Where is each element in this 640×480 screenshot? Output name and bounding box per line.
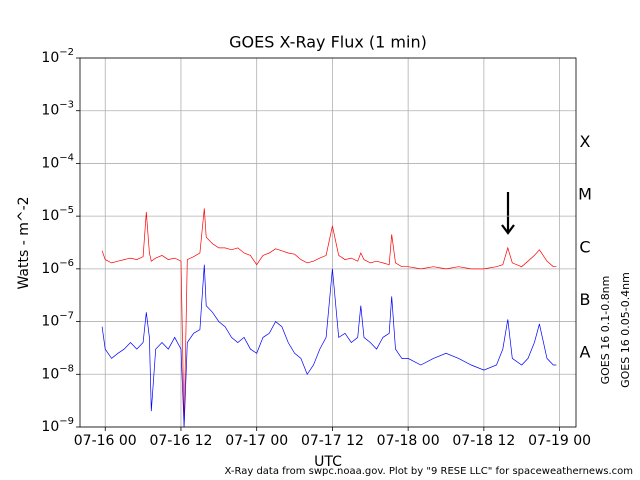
- x-axis-label: UTC: [314, 454, 342, 470]
- legend-label: GOES 16 0.1-0.8nm: [599, 276, 612, 385]
- series-line: [101, 264, 557, 428]
- x-tick-label: 07-16 12: [149, 433, 212, 449]
- y-tick-label: 10−8: [41, 363, 74, 382]
- legend-label: GOES 16 0.05-0.4nm: [619, 272, 632, 388]
- chart-title: GOES X-Ray Flux (1 min): [229, 33, 427, 52]
- y-tick-label: 10−7: [41, 311, 74, 330]
- flare-class-label: A: [580, 343, 591, 362]
- series-line: [101, 208, 557, 428]
- x-tick-label: 07-16 00: [74, 433, 137, 449]
- flare-class-label: C: [579, 237, 590, 256]
- y-tick-label: 10−3: [41, 100, 74, 119]
- plot-frame: [79, 57, 577, 428]
- flare-class-label: X: [580, 132, 591, 151]
- y-tick-label: 10−6: [41, 258, 74, 277]
- footer-credit: X-Ray data from swpc.noaa.gov. Plot by "…: [225, 466, 633, 477]
- y-tick-label: 10−9: [41, 416, 74, 435]
- x-tick-label: 07-18 00: [377, 433, 440, 449]
- y-tick-label: 10−2: [41, 47, 74, 66]
- y-tick-label: 10−5: [41, 205, 74, 224]
- flare-class-label: B: [580, 290, 591, 309]
- flare-class-label: M: [578, 185, 592, 204]
- y-axis-label: Watts - m^-2: [16, 196, 32, 289]
- x-tick-label: 07-18 12: [452, 433, 515, 449]
- arrow-annotation: [501, 192, 515, 235]
- x-tick-label: 07-17 00: [225, 433, 288, 449]
- y-tick-label: 10−4: [41, 152, 74, 171]
- x-tick-label: 07-19 00: [528, 433, 591, 449]
- x-tick-label: 07-17 12: [301, 433, 364, 449]
